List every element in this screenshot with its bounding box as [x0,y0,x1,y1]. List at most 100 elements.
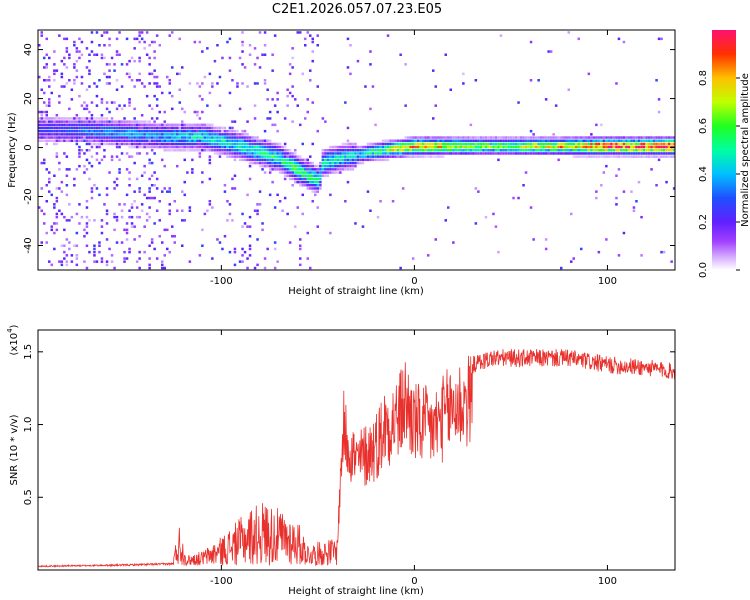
heatmap-cell [58,136,61,139]
heatmap-cell [336,149,340,152]
heatmap-cell [477,142,480,146]
heatmap-cell [622,142,626,146]
heatmap-cell [148,136,151,139]
heatmap-cell [660,139,663,142]
heatmap-cell [140,133,144,136]
heatmap-cell [65,238,69,241]
heatmap-cell [309,184,312,187]
heatmap-cell [607,145,611,149]
heatmap-cell [582,142,585,146]
heatmap-cell [186,136,189,139]
heatmap-cell [396,149,400,152]
heatmap-cell [605,238,608,241]
heatmap-cell [128,133,131,136]
heatmap-cell [65,133,69,136]
heatmap-cell [158,126,161,130]
heatmap-cell [291,66,294,69]
heatmap-cell [83,171,86,174]
heatmap-cell [246,85,249,88]
heatmap-cell [439,155,442,158]
heatmap-cell [93,123,96,127]
heatmap-cell [133,133,136,136]
heatmap-cell [181,133,184,136]
heatmap-cell [65,184,69,187]
heatmap-cell [459,142,463,146]
heatmap-cell [186,129,189,133]
heatmap-cell [630,155,633,158]
heatmap-cell [514,149,518,152]
heatmap-cell [133,117,136,120]
heatmap-cell [577,142,580,146]
heatmap-cell [238,158,242,162]
heatmap-cell [580,136,583,139]
heatmap-cell [68,129,71,133]
heatmap-cell [150,174,154,177]
heatmap-cell [88,69,91,72]
heatmap-cell [605,136,608,139]
heatmap-cell [118,104,121,107]
heatmap-cell [414,136,417,139]
heatmap-cell [281,158,284,162]
heatmap-cell [444,219,447,222]
heatmap-cell [489,136,493,139]
heatmap-cell [359,161,362,165]
heatmap-cell [115,215,119,219]
heatmap-cell [539,152,543,155]
heatmap-cell [193,136,197,139]
heatmap-cell [482,149,485,152]
heatmap-cell [60,263,64,267]
heatmap-cell [474,79,478,82]
heatmap-cell [103,31,106,34]
heatmap-cell [246,257,249,260]
heatmap-cell [100,231,104,235]
heatmap-cell [447,145,450,149]
heatmap-cell [622,231,626,235]
colorbar-gradient [712,30,736,270]
heatmap-cell [173,149,176,152]
heatmap-cell [158,142,161,146]
heatmap-cell [607,149,611,152]
heatmap-cell [63,215,66,219]
heatmap-cell [544,98,548,101]
heatmap-cell [148,133,151,136]
heatmap-cell [434,104,437,107]
heatmap-cell [592,145,596,149]
heatmap-cell [339,161,342,165]
heatmap-cell [125,231,129,235]
heatmap-cell [281,164,284,168]
heatmap-cell [128,72,131,76]
heatmap-cell [627,145,631,149]
heatmap-cell [562,142,565,146]
heatmap-cell [173,145,176,149]
heatmap-cell [105,136,109,139]
heatmap-cell [221,149,224,152]
heatmap-cell [100,34,104,37]
heatmap-cell [620,152,623,155]
heatmap-cell [657,152,661,155]
heatmap-cell [316,171,319,174]
heatmap-cell [665,142,668,146]
heatmap-cell [432,145,435,149]
heatmap-cell [652,152,656,155]
heatmap-cell [80,75,84,79]
heatmap-cell [155,123,159,127]
heatmap-cell [38,133,41,136]
heatmap-cell [537,136,540,139]
heatmap-cell [464,149,468,152]
heatmap-cell [339,145,342,149]
heatmap-cell [196,149,199,152]
heatmap-cell [281,161,284,165]
heatmap-cell [469,123,473,127]
heatmap-cell [50,139,53,142]
heatmap-cell [324,149,327,152]
heatmap-cell [40,129,43,133]
heatmap-cell [454,149,458,152]
heatmap-cell [304,171,307,174]
heatmap-cell [399,145,402,149]
heatmap-cell [258,139,262,142]
heatmap-cell [507,139,510,142]
heatmap-cell [532,136,535,139]
heatmap-cell [610,152,613,155]
heatmap-cell [595,155,598,158]
